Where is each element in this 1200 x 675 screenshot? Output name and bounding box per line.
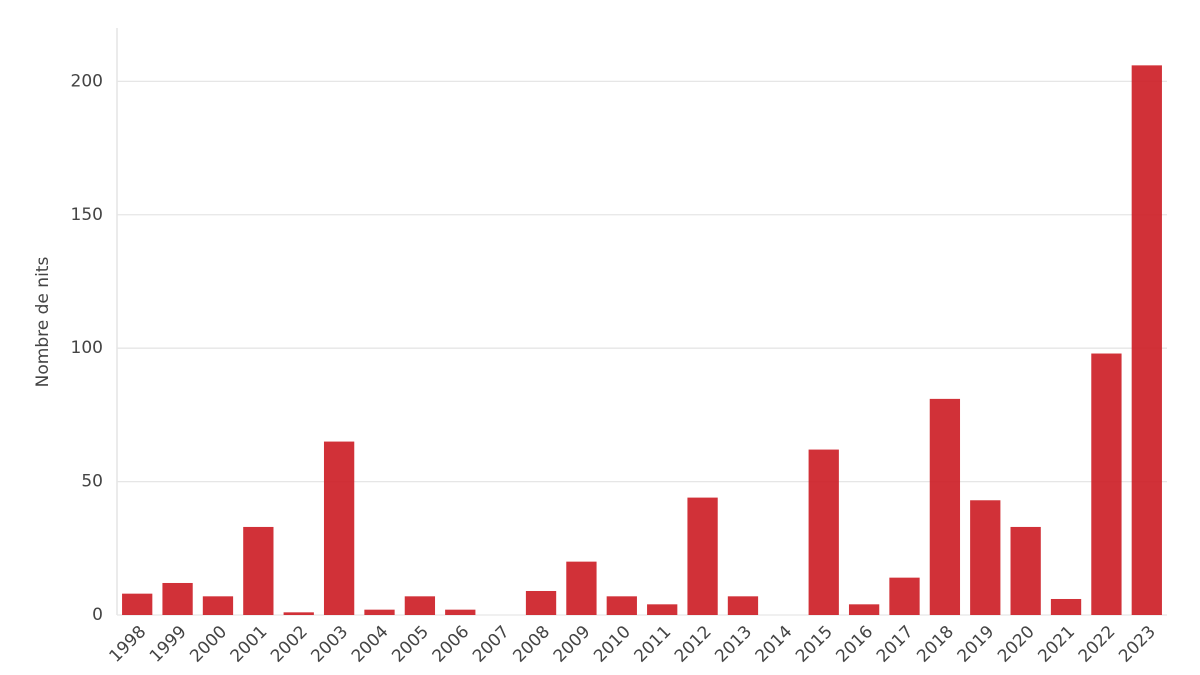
x-tick-label: 2014: [752, 622, 797, 667]
x-tick-label: 2007: [469, 622, 514, 667]
bar: [647, 604, 678, 615]
x-tick-label: 2009: [550, 622, 595, 667]
x-tick-label: 2016: [832, 622, 877, 667]
y-tick-label: 0: [92, 605, 103, 625]
bar: [889, 577, 920, 615]
x-tick-label: 2018: [913, 622, 958, 667]
y-tick-label: 200: [71, 71, 103, 91]
y-tick-label: 100: [71, 338, 103, 358]
x-tick-label: 2015: [792, 622, 837, 667]
x-tick-label: 2002: [267, 622, 312, 667]
bar: [727, 596, 759, 615]
bar: [970, 500, 1001, 615]
bar: [808, 449, 839, 615]
x-tick-label: 2020: [994, 622, 1039, 667]
x-tick-label: 2000: [186, 622, 231, 667]
x-tick-label: 2011: [631, 622, 676, 667]
x-tick-label: 2006: [429, 622, 474, 667]
bar: [243, 526, 274, 615]
bar: [1050, 598, 1082, 615]
bar: [566, 561, 597, 615]
x-tick-label: 2005: [388, 622, 433, 667]
bar: [364, 609, 395, 615]
bar: [929, 398, 961, 615]
x-tick-label: 1998: [106, 622, 151, 667]
bar: [162, 582, 193, 615]
bar: [445, 609, 476, 615]
x-tick-label: 2021: [1034, 622, 1079, 667]
bar: [606, 596, 637, 615]
x-tick-label: 2001: [227, 622, 272, 667]
x-tick-label: 2010: [590, 622, 635, 667]
bar: [525, 590, 557, 615]
y-tick-label: 150: [71, 205, 103, 225]
bar: [404, 596, 436, 615]
bar: [1010, 526, 1041, 615]
x-tick-label: 2019: [954, 622, 999, 667]
bar: [1091, 353, 1122, 615]
x-tick-label: 2012: [671, 622, 716, 667]
x-tick-label: 2004: [348, 622, 393, 667]
bar: [848, 604, 880, 615]
x-tick-label: 2023: [1115, 622, 1160, 667]
bar: [283, 612, 314, 615]
x-tick-label: 2008: [509, 622, 554, 667]
x-tick-label: 2022: [1075, 622, 1120, 667]
bar: [1131, 65, 1162, 615]
bar: [202, 596, 234, 615]
y-tick-label: 50: [81, 472, 103, 492]
x-tick-label: 2013: [711, 622, 756, 667]
x-tick-label: 1999: [146, 622, 191, 667]
x-tick-label: 2003: [307, 622, 352, 667]
bar: [687, 497, 718, 615]
bar: [323, 441, 355, 615]
y-axis-label: Nombre de nits: [33, 257, 53, 388]
bar: [122, 593, 153, 615]
x-tick-label: 2017: [873, 622, 918, 667]
